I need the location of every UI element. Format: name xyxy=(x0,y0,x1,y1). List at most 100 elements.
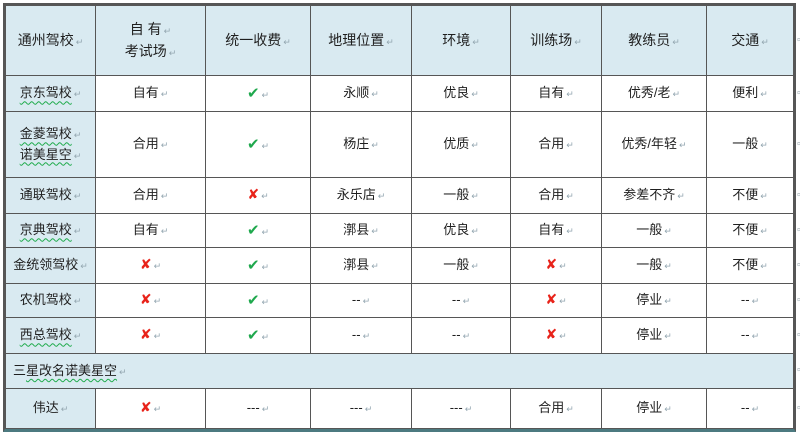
header-cell-unified-fee[interactable]: 统一收费 ↵ xyxy=(205,5,311,76)
paragraph-mark: ↵ xyxy=(75,37,84,48)
table-cell[interactable]: ✘ ↵ xyxy=(95,247,206,284)
paragraph-mark: ↵ xyxy=(566,141,574,152)
header-cell-coaches[interactable]: 教练员 ↵ xyxy=(601,5,707,76)
cross-icon: ✘ xyxy=(139,399,152,416)
table-cell[interactable]: 一般 ↵ xyxy=(411,177,511,214)
table-cell[interactable]: 优秀/老 ↵ xyxy=(601,75,707,112)
paragraph-mark: ↵ xyxy=(559,296,567,307)
table-cell[interactable]: 合用 ↵ xyxy=(510,388,602,429)
paragraph-mark: ↵ xyxy=(760,192,768,203)
table-cell[interactable]: ✘ ↵ xyxy=(95,388,206,429)
table-cell[interactable]: ✔ ↵ xyxy=(205,317,311,354)
cell-text: 一般 xyxy=(443,187,470,203)
table-cell[interactable]: 漷县 ↵ xyxy=(310,213,412,248)
table-cell[interactable]: -- ↵ xyxy=(706,317,794,354)
paragraph-mark: ↵ xyxy=(261,298,270,309)
table-cell[interactable]: 自有 ↵ xyxy=(95,213,206,248)
table-cell[interactable]: -- ↵ xyxy=(411,317,511,354)
school-name-cell[interactable]: 京东驾校 ↵ xyxy=(5,75,96,112)
cell-text: 停业 xyxy=(636,400,663,416)
school-name-cell[interactable]: 通联驾校 ↵ xyxy=(5,177,96,214)
table-cell[interactable]: ✘ ↵ xyxy=(205,177,311,214)
table-cell[interactable]: 合用 ↵ xyxy=(510,177,602,214)
table-cell[interactable]: ✘ ↵ xyxy=(510,317,602,354)
table-cell[interactable]: 优良 ↵ xyxy=(411,75,511,112)
cell-text: -- xyxy=(351,292,361,308)
school-name-cell[interactable]: 金统领驾校 ↵ xyxy=(5,247,96,284)
table-cell[interactable]: ✔ ↵ xyxy=(205,75,311,112)
header-cell-school[interactable]: 通州驾校 ↵ xyxy=(5,5,96,76)
table-cell[interactable]: 一般 ↵ xyxy=(411,247,511,284)
school-name: 农机驾校 xyxy=(19,292,72,308)
header-cell-training-ground[interactable]: 训练场 ↵ xyxy=(510,5,602,76)
table-cell[interactable]: 自有 ↵ xyxy=(510,75,602,112)
school-name-cell[interactable]: 京典驾校 ↵ xyxy=(5,213,96,248)
table-cell[interactable]: -- ↵ xyxy=(411,283,511,318)
table-cell[interactable]: -- ↵ xyxy=(310,317,412,354)
table-cell[interactable]: ✘ ↵ xyxy=(95,317,206,354)
table-cell[interactable]: 便利 ↵ xyxy=(706,75,794,112)
table-cell[interactable]: -- ↵ xyxy=(310,283,412,318)
table-cell[interactable]: 停业 ↵ xyxy=(601,388,707,429)
table-cell[interactable]: -- ↵ xyxy=(706,283,794,318)
table-cell[interactable]: 不便 ↵ xyxy=(706,177,794,214)
table-cell[interactable]: 合用 ↵ xyxy=(95,111,206,178)
paragraph-mark: ↵ xyxy=(261,263,270,274)
table-cell[interactable]: 一般 ↵ xyxy=(706,111,794,178)
table-cell[interactable]: --- ↵ xyxy=(205,388,311,429)
school-name-cell[interactable]: 金菱驾校 ↵ 诺美星空 ↵ xyxy=(5,111,96,178)
table-cell[interactable]: 优质 ↵ xyxy=(411,111,511,178)
school-name-cell[interactable]: 伟达 ↵ xyxy=(5,388,96,429)
paragraph-mark: ↵ xyxy=(760,90,768,101)
paragraph-mark: ↵ xyxy=(371,227,379,238)
paragraph-mark: ↵ xyxy=(371,141,379,152)
table-cell[interactable]: 合用 ↵ xyxy=(95,177,206,214)
table-cell[interactable]: --- ↵ xyxy=(411,388,511,429)
table-cell[interactable]: 不便 ↵ xyxy=(706,247,794,284)
header-cell-transport[interactable]: 交通 ↵ xyxy=(706,5,794,76)
table-cell[interactable]: ✔ ↵ xyxy=(205,247,311,284)
paragraph-mark: ↵ xyxy=(760,141,768,152)
table-cell[interactable]: 参差不齐 ↵ xyxy=(601,177,707,214)
table-cell[interactable]: 停业 ↵ xyxy=(601,283,707,318)
table-cell[interactable]: -- ↵ xyxy=(706,388,794,429)
school-name: 西总驾校 xyxy=(19,327,72,343)
table-cell[interactable]: 永乐店 ↵ xyxy=(310,177,412,214)
table-cell[interactable]: ✔ ↵ xyxy=(205,213,311,248)
table-cell[interactable]: 一般 ↵ xyxy=(601,213,707,248)
table-cell[interactable]: ✘ ↵ xyxy=(510,247,602,284)
school-name-line: 诺美星空 ↵ xyxy=(8,147,93,163)
header-text: 交通 xyxy=(731,31,760,48)
table-row-weida: 伟达 ↵ ✘ ↵ --- ↵ --- ↵ --- ↵ 合用 ↵ 停业 ↵ -- ↵ xyxy=(5,388,794,429)
table-cell[interactable]: 自有 ↵ xyxy=(510,213,602,248)
school-name-cell[interactable]: 农机驾校 ↵ xyxy=(5,283,96,318)
table-cell[interactable]: 永顺 ↵ xyxy=(310,75,412,112)
table-cell[interactable]: 漷县 ↵ xyxy=(310,247,412,284)
cell-text: -- xyxy=(740,327,750,343)
driving-school-comparison-table: 通州驾校 ↵ 自 有 ↵ 考试场 ↵ 统一收费 ↵ 地理位置 ↵ 环境 ↵ 训练场 ↵ 教练员… xyxy=(3,3,796,432)
school-name-cell[interactable]: 西总驾校 ↵ xyxy=(5,317,96,354)
table-row-jingdian: 京典驾校 ↵ 自有 ↵ ✔ ↵ 漷县 ↵ 优良 ↵ 自有 ↵ 一般 ↵ 不便 ↵ xyxy=(5,213,794,248)
row-end-mark: ¤ xyxy=(797,140,800,148)
table-cell[interactable]: 优秀/年轻 ↵ xyxy=(601,111,707,178)
table-cell[interactable]: --- ↵ xyxy=(310,388,412,429)
table-cell[interactable]: 合用 ↵ xyxy=(510,111,602,178)
table-cell[interactable]: ✘ ↵ xyxy=(95,283,206,318)
table-cell[interactable]: 优良 ↵ xyxy=(411,213,511,248)
table-cell[interactable]: 不便 ↵ xyxy=(706,213,794,248)
header-cell-environment[interactable]: 环境 ↵ xyxy=(411,5,511,76)
table-cell[interactable]: 杨庄 ↵ xyxy=(310,111,412,178)
paragraph-mark: ↵ xyxy=(574,37,582,48)
table-cell[interactable]: ✘ ↵ xyxy=(510,283,602,318)
header-cell-own-test-field[interactable]: 自 有 ↵ 考试场 ↵ xyxy=(95,5,206,76)
school-name: 京典驾校 xyxy=(19,222,72,238)
table-cell[interactable]: ✔ ↵ xyxy=(205,283,311,318)
header-cell-location[interactable]: 地理位置 ↵ xyxy=(310,5,412,76)
merged-note-cell[interactable]: 三星改名诺美星空 ↵ xyxy=(5,353,794,389)
table-cell[interactable]: 自有 ↵ xyxy=(95,75,206,112)
table-cell[interactable]: 一般 ↵ xyxy=(601,247,707,284)
table-cell[interactable]: ✔ ↵ xyxy=(205,111,311,178)
paragraph-mark: ↵ xyxy=(664,332,672,343)
table-cell[interactable]: 停业 ↵ xyxy=(601,317,707,354)
school-name: 通联驾校 xyxy=(19,187,72,203)
